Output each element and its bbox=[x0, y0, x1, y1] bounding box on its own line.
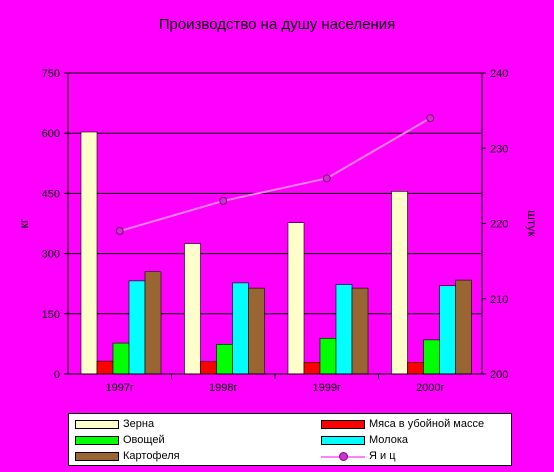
y-tick-label-right: 210 bbox=[490, 294, 508, 306]
line-point bbox=[219, 196, 228, 205]
bar bbox=[351, 287, 369, 375]
legend-item: Картофеля bbox=[75, 448, 180, 464]
bar bbox=[96, 360, 114, 375]
x-tick-label: 1999г bbox=[313, 382, 341, 394]
chart-plot: 0 150 300 450 600 750 200 210 220 230 240 1997г 1998… bbox=[17, 68, 539, 394]
legend-swatch bbox=[75, 419, 119, 429]
axes-group: 0 150 300 450 600 750 200 210 220 230 240 1997г 1998… bbox=[42, 68, 509, 394]
y-tick-label-left: 750 bbox=[42, 68, 60, 80]
bar bbox=[144, 271, 162, 375]
bar bbox=[335, 284, 353, 375]
bar bbox=[184, 243, 201, 375]
legend-item: Овощей bbox=[75, 432, 165, 448]
y-axis-label-left: кг bbox=[17, 218, 31, 228]
bar bbox=[248, 287, 265, 375]
line-point bbox=[322, 174, 331, 183]
legend-swatch bbox=[75, 451, 119, 461]
legend-item: Молока bbox=[321, 432, 408, 448]
bar bbox=[200, 361, 217, 375]
y-tick-label-left: 150 bbox=[42, 309, 60, 321]
legend-label: Зерна bbox=[123, 418, 155, 430]
bar bbox=[216, 344, 233, 375]
legend-swatch bbox=[321, 451, 365, 461]
line-series-group bbox=[115, 114, 435, 236]
legend-label: Я и ц bbox=[369, 450, 396, 462]
bar bbox=[455, 279, 472, 375]
bar bbox=[112, 342, 130, 375]
bar bbox=[303, 362, 321, 375]
legend-item: Зерна bbox=[75, 416, 154, 432]
bar bbox=[128, 280, 146, 375]
y-tick-label-right: 200 bbox=[490, 369, 508, 381]
bar bbox=[439, 285, 456, 375]
y-axis-label-right: штук bbox=[525, 210, 539, 237]
bar bbox=[391, 191, 408, 375]
x-tick-label: 1998г bbox=[209, 382, 237, 394]
y-tick-label-left: 450 bbox=[42, 188, 60, 200]
y-tick-label-left: 600 bbox=[42, 128, 60, 140]
legend-swatch bbox=[321, 419, 365, 429]
y-tick-label-left: 300 bbox=[42, 249, 60, 261]
bar bbox=[407, 362, 424, 375]
y-tick-label-right: 240 bbox=[490, 68, 508, 80]
y-tick-label-left: 0 bbox=[54, 369, 60, 381]
legend: Зерна Мяса в убойной массе Овощей Молока Кар… bbox=[68, 413, 512, 466]
legend-label: Овощей bbox=[123, 434, 165, 446]
bar bbox=[80, 131, 98, 375]
y-tick-label-right: 230 bbox=[490, 143, 508, 155]
line-point bbox=[115, 227, 124, 236]
y-tick-label-right: 220 bbox=[490, 219, 508, 231]
bar bbox=[319, 337, 337, 375]
line-point bbox=[426, 114, 435, 123]
bar bbox=[423, 339, 440, 375]
legend-swatch bbox=[75, 435, 119, 445]
legend-label: Картофеля bbox=[123, 450, 180, 462]
x-tick-label: 1997г bbox=[106, 382, 134, 394]
legend-item: Мяса в убойной массе bbox=[321, 416, 484, 432]
chart-title: Производство на душу населения bbox=[158, 16, 396, 33]
bar bbox=[287, 222, 305, 375]
legend-item: Я и ц bbox=[321, 448, 396, 464]
legend-label: Молока bbox=[369, 434, 408, 446]
line-series bbox=[119, 117, 431, 232]
legend-label: Мяса в убойной массе bbox=[369, 418, 485, 430]
legend-swatch bbox=[321, 435, 365, 445]
x-tick-label: 2000г bbox=[416, 382, 444, 394]
bar bbox=[232, 282, 249, 375]
